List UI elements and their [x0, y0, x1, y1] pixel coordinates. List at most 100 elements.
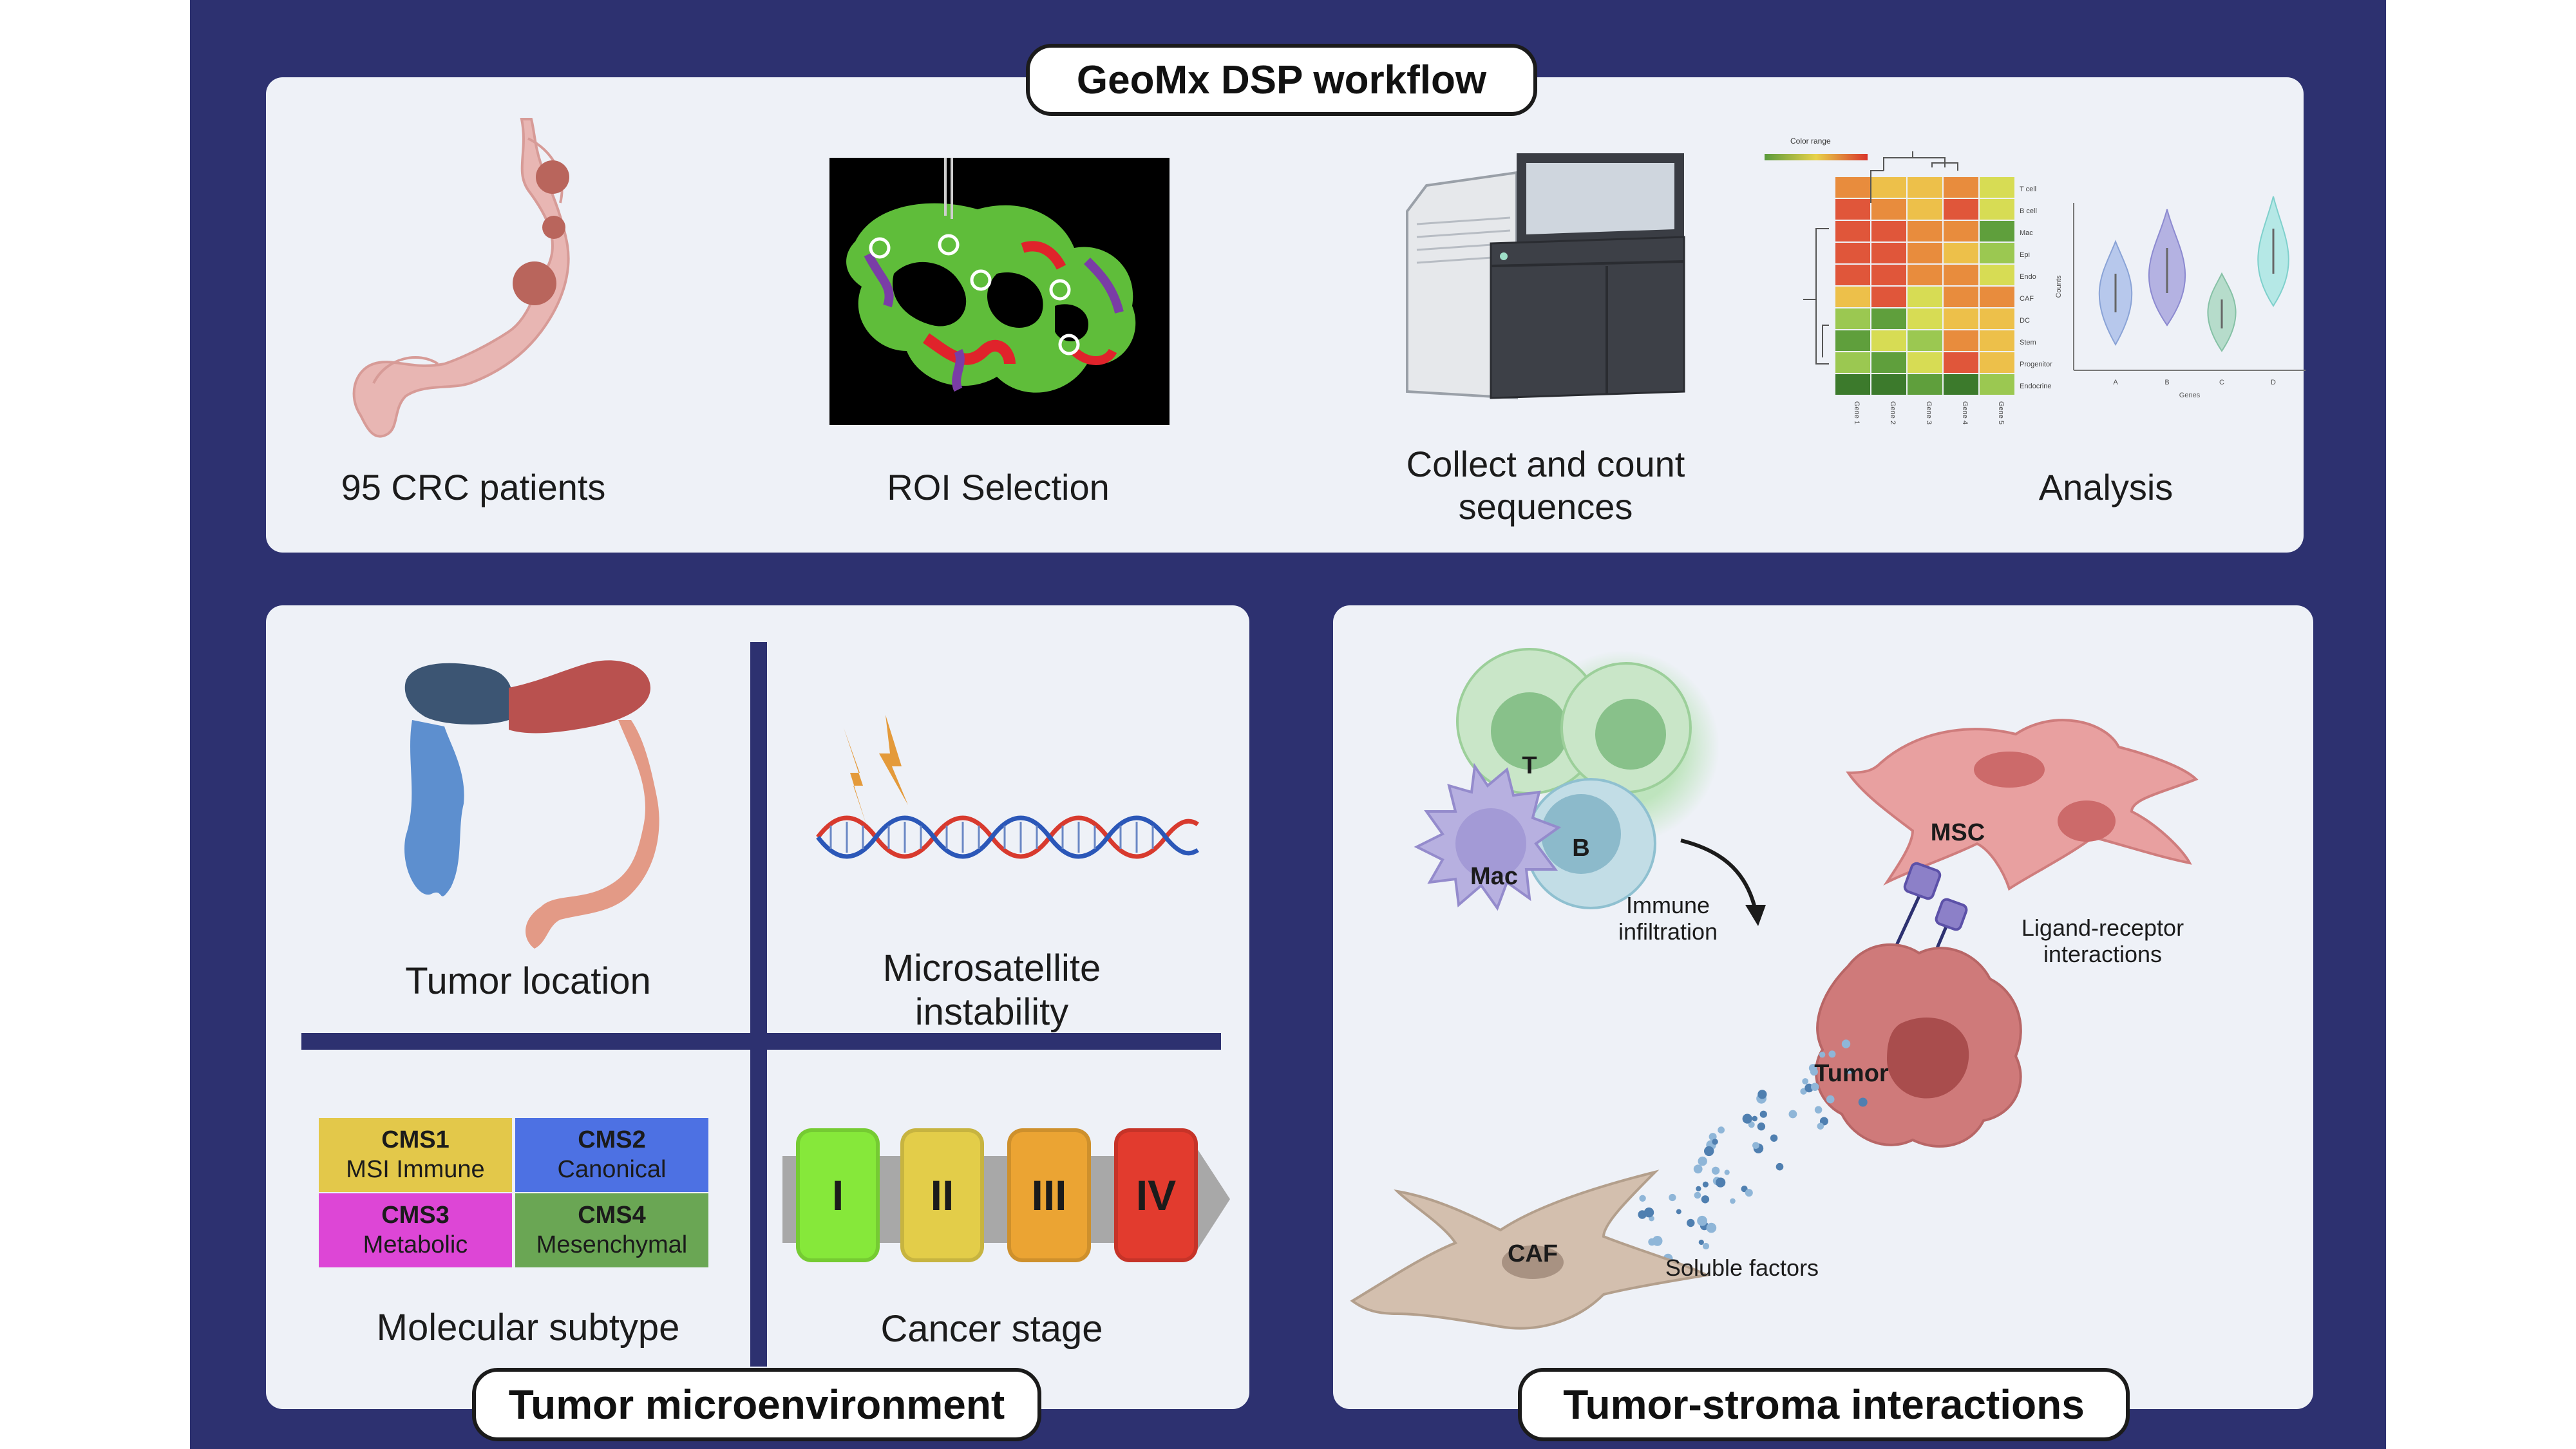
soluble-factor-dot	[1709, 1133, 1717, 1141]
heatmap-cell	[1835, 177, 1870, 198]
stage-IV: IV	[1114, 1128, 1198, 1262]
heatmap-cell	[1980, 265, 2014, 285]
soluble-factor-dot	[1752, 1142, 1759, 1149]
soluble-factor-dot	[1712, 1139, 1718, 1145]
heatmap-cell	[1980, 287, 2014, 307]
cms4-code: CMS4	[578, 1201, 646, 1229]
soluble-factors	[1638, 1039, 1868, 1264]
soluble-factor-dot	[1694, 1191, 1701, 1199]
tme-label-stage: Cancer stage	[880, 1308, 1103, 1350]
heatmap-cell	[1980, 330, 2014, 351]
heatmap-cell	[1908, 374, 1942, 395]
soluble-factor-dot	[1819, 1052, 1826, 1058]
workflow-title: GeoMx DSP workflow	[1026, 44, 1537, 116]
heatmap-col-label: Gene 3	[1925, 401, 1933, 424]
soluble-factor-dot	[1702, 1181, 1709, 1188]
label-immune: Immune infiltration	[1618, 892, 1718, 945]
soluble-factor-dot	[1730, 1198, 1736, 1204]
soluble-factor-dot	[1757, 1122, 1766, 1131]
heatmap-cell	[1835, 308, 1870, 329]
soluble-factor-dot	[1817, 1122, 1824, 1130]
violin-cat-b: B	[2164, 379, 2169, 386]
stage-III: III	[1007, 1128, 1091, 1262]
soluble-factor-dot	[1702, 1242, 1710, 1250]
soluble-factor-dot	[1811, 1083, 1819, 1091]
heatmap-row-label: DC	[2020, 317, 2030, 325]
heatmap-row-label: Epi	[2020, 251, 2030, 259]
heatmap-cell	[1871, 221, 1906, 242]
macrophage	[1414, 762, 1562, 911]
heatmap-cell	[1871, 308, 1906, 329]
heatmap-row-label: Endocrine	[2020, 383, 2052, 390]
heatmap-cell	[1944, 308, 1978, 329]
label-ligand: Ligand-receptor interactions	[2021, 914, 2184, 968]
cms2-code: CMS2	[578, 1126, 646, 1153]
soluble-factor-dot	[1770, 1134, 1778, 1142]
soluble-factor-dot	[1752, 1115, 1757, 1122]
label-b-cell: B	[1572, 835, 1590, 862]
heatmap-cell	[1908, 199, 1942, 220]
heatmap-cell	[1908, 265, 1942, 285]
violin-xlabel: Genes	[2179, 392, 2201, 399]
heatmap-row-label: Stem	[2020, 339, 2036, 346]
stroma-title: Tumor-stroma interactions	[1518, 1368, 2130, 1441]
label-caf: CAF	[1507, 1240, 1558, 1267]
cms-cell-2: CMS2 Canonical	[515, 1118, 708, 1192]
soluble-factor-dot	[1716, 1177, 1726, 1188]
soluble-factor-dot	[1648, 1238, 1656, 1246]
colon-icon	[352, 118, 570, 438]
heatmap-cell	[1871, 352, 1906, 373]
cms4-name: Mesenchymal	[536, 1231, 688, 1258]
heatmap-cell	[1944, 330, 1978, 351]
soluble-factor-dot	[1826, 1095, 1835, 1104]
heatmap-cell	[1944, 287, 1978, 307]
step-label-sequences: Collect and count sequences	[1340, 443, 1752, 528]
heatmap-col-label: Gene 2	[1889, 401, 1897, 424]
heatmap-row-label: T cell	[2020, 185, 2036, 193]
heatmap-cell	[1835, 221, 1870, 242]
heatmap-cell	[1944, 199, 1978, 220]
soluble-factor-dot	[1759, 1110, 1767, 1118]
cms3-code: CMS3	[381, 1201, 450, 1229]
soluble-factor-dot	[1711, 1166, 1720, 1175]
tumor-cell	[1815, 943, 2022, 1148]
step-label-roi: ROI Selection	[887, 467, 1110, 507]
heatmap-col-label: Gene 4	[1961, 401, 1969, 424]
msc-cell	[1846, 719, 2199, 891]
heatmap-cell	[1871, 243, 1906, 263]
soluble-factor-dot	[1742, 1113, 1752, 1124]
heatmap-row-label: B cell	[2020, 207, 2037, 215]
heatmap-row-label: CAF	[2020, 295, 2034, 303]
heatmap-cell	[1944, 352, 1978, 373]
soluble-factor-dot	[1757, 1090, 1767, 1099]
step-label-sequences-text: Collect and count sequences	[1406, 444, 1685, 527]
heatmap-cell	[1944, 177, 1978, 198]
soluble-factor-dot	[1810, 1068, 1818, 1076]
heatmap-cell	[1871, 287, 1906, 307]
heatmap-cell	[1980, 374, 2014, 395]
cms-cell-4: CMS4 Mesenchymal	[515, 1193, 708, 1267]
heatmap-cell	[1944, 265, 1978, 285]
heatmap-cell	[1835, 352, 1870, 373]
heatmap-cell	[1980, 308, 2014, 329]
heatmap-row-label: Endo	[2020, 273, 2036, 281]
heatmap-cell	[1835, 330, 1870, 351]
tme-title: Tumor microenvironment	[472, 1368, 1041, 1441]
heatmap-cell	[1980, 177, 2014, 198]
heatmap-cell	[1908, 177, 1942, 198]
soluble-factor-dot	[1776, 1162, 1784, 1171]
soluble-factor-dot	[1704, 1146, 1714, 1157]
heatmap-cell	[1980, 243, 2014, 263]
caf-cell	[1350, 1170, 1711, 1330]
heatmap-row-label: Progenitor	[2020, 361, 2052, 368]
heatmap-cell	[1908, 287, 1942, 307]
label-mac: Mac	[1470, 863, 1518, 890]
soluble-factor-dot	[1814, 1106, 1823, 1114]
soluble-factor-dot	[1718, 1126, 1725, 1134]
soluble-factor-dot	[1724, 1170, 1730, 1175]
heatmap-cell	[1871, 265, 1906, 285]
label-msc: MSC	[1930, 819, 1985, 846]
heatmap-cell	[1908, 308, 1942, 329]
soluble-factor-dot	[1687, 1218, 1695, 1227]
soluble-factor-dot	[1802, 1078, 1809, 1084]
